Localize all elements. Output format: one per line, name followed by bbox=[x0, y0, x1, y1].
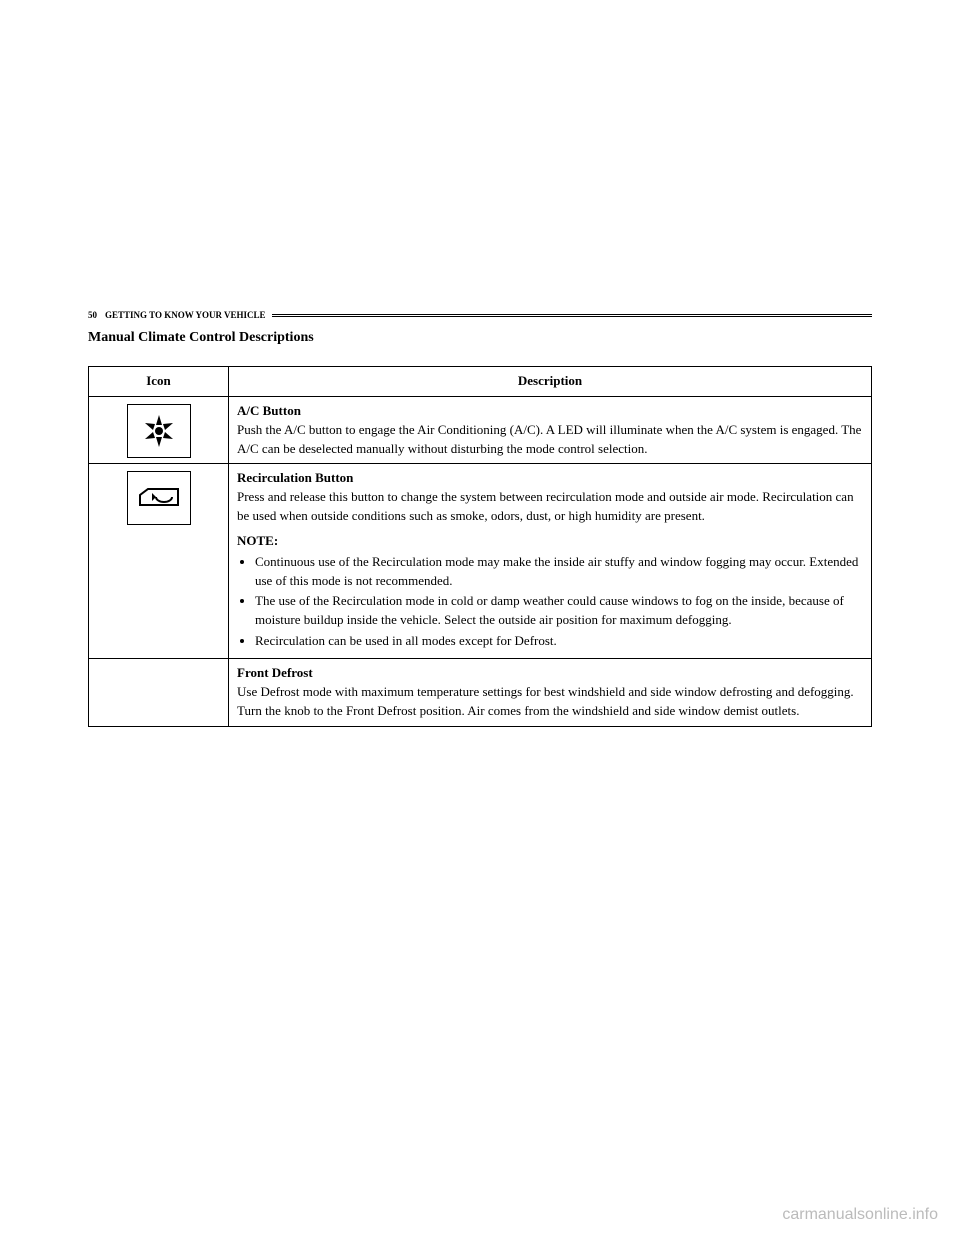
header-rule bbox=[272, 314, 872, 317]
recirculation-icon bbox=[127, 471, 191, 525]
table-row: A/C Button Push the A/C button to engage… bbox=[89, 396, 872, 464]
page-content: 50 GETTING TO KNOW YOUR VEHICLE Manual C… bbox=[88, 310, 872, 727]
note-label: NOTE: bbox=[237, 532, 863, 551]
watermark: carmanualsonline.info bbox=[782, 1206, 938, 1224]
row-body: Push the A/C button to engage the Air Co… bbox=[237, 422, 861, 456]
snowflake-icon bbox=[127, 404, 191, 458]
row-title: Front Defrost bbox=[237, 665, 313, 680]
list-item: The use of the Recirculation mode in col… bbox=[255, 592, 863, 630]
icon-cell bbox=[89, 658, 229, 726]
col-icon: Icon bbox=[89, 367, 229, 397]
table-row: Recirculation Button Press and release t… bbox=[89, 464, 872, 659]
page-header: 50 GETTING TO KNOW YOUR VEHICLE bbox=[88, 310, 872, 320]
description-cell: A/C Button Push the A/C button to engage… bbox=[229, 396, 872, 464]
list-item: Recirculation can be used in all modes e… bbox=[255, 632, 863, 651]
table-row: Front Defrost Use Defrost mode with maxi… bbox=[89, 658, 872, 726]
description-cell: Recirculation Button Press and release t… bbox=[229, 464, 872, 659]
row-title: A/C Button bbox=[237, 403, 301, 418]
subtitle: Manual Climate Control Descriptions bbox=[88, 330, 872, 346]
section-name: GETTING TO KNOW YOUR VEHICLE bbox=[105, 310, 266, 320]
table-header-row: Icon Description bbox=[89, 367, 872, 397]
row-title: Recirculation Button bbox=[237, 470, 353, 485]
page-number: 50 bbox=[88, 310, 97, 320]
row-body: Press and release this button to change … bbox=[237, 489, 854, 523]
control-table: Icon Description bbox=[88, 366, 872, 727]
description-cell: Front Defrost Use Defrost mode with maxi… bbox=[229, 658, 872, 726]
note-list: Continuous use of the Recirculation mode… bbox=[255, 553, 863, 651]
icon-cell bbox=[89, 464, 229, 659]
row-body: Use Defrost mode with maximum temperatur… bbox=[237, 684, 854, 718]
col-description: Description bbox=[229, 367, 872, 397]
icon-cell bbox=[89, 396, 229, 464]
list-item: Continuous use of the Recirculation mode… bbox=[255, 553, 863, 591]
